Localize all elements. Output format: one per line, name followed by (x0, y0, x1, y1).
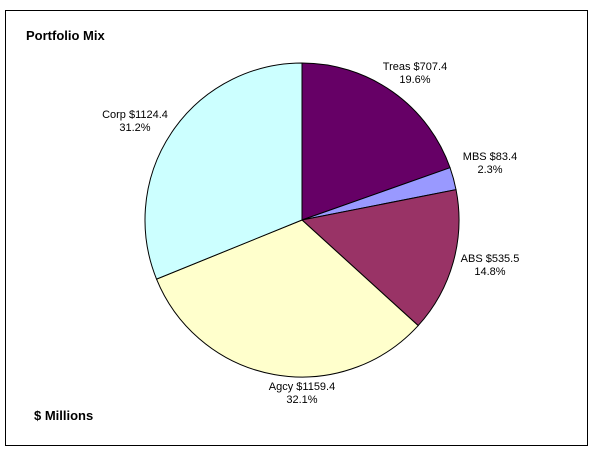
pie-slice-agcy (155, 219, 419, 378)
slice-label-agcy: Agcy $1159.4 32.1% (269, 381, 335, 406)
pie-slice-abs (300, 189, 460, 327)
slice-label-treas: Treas $707.4 19.6% (383, 61, 447, 86)
chart-title: Portfolio Mix (26, 28, 105, 43)
pie-slice-corp (144, 62, 303, 280)
pie-labels: Treas $707.4 19.6% MBS $83.4 2.3% ABS $535.5… (102, 61, 519, 406)
pie-slices (144, 62, 460, 378)
units-label: $ Millions (34, 408, 94, 423)
slice-label-mbs: MBS $83.4 2.3% (463, 151, 517, 176)
slice-label-corp: Corp $1124.4 31.2% (102, 109, 168, 134)
slice-label-abs: ABS $535.5 14.8% (461, 253, 520, 278)
